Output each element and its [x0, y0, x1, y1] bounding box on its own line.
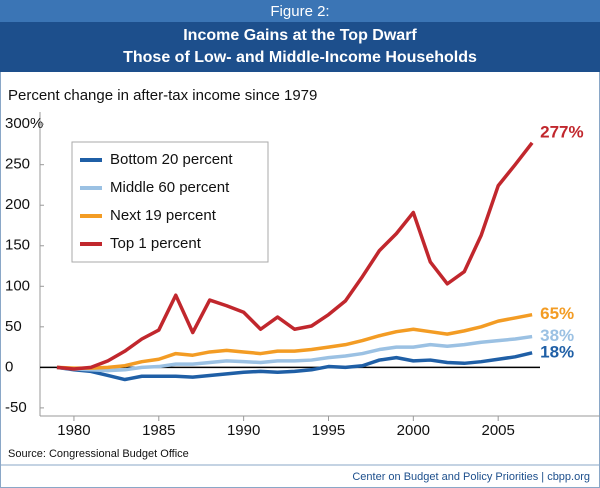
series-line: [56, 351, 533, 382]
y-axis-title: Percent change in after-tax income since…: [8, 87, 317, 104]
y-tick-label: 200: [5, 196, 30, 213]
x-tick-label: 2000: [397, 422, 430, 439]
title-band: [0, 22, 600, 72]
source: Source: Congressional Budget Office: [8, 448, 189, 460]
y-tick-label: -50: [5, 399, 27, 416]
series-line: [56, 334, 533, 373]
y-tick-label: 100: [5, 277, 30, 294]
series-line: [56, 312, 533, 370]
x-tick-label: 1995: [312, 422, 345, 439]
footer: Center on Budget and Policy Priorities |…: [352, 471, 590, 483]
y-tick-label: 250: [5, 156, 30, 173]
y-tick-label: 150: [5, 237, 30, 254]
figure-band: [0, 0, 600, 22]
y-tick-label: 300%: [5, 115, 43, 132]
figure-label: Figure 2:: [270, 3, 329, 20]
legend-label: Bottom 20 percent: [110, 151, 233, 168]
value-label: 38%: [540, 326, 574, 345]
series-line: [56, 141, 534, 371]
value-label: 65%: [540, 304, 574, 323]
x-tick-label: 1990: [227, 422, 260, 439]
legend-label: Top 1 percent: [110, 235, 202, 252]
x-tick-label: 1980: [57, 422, 90, 439]
chart-title: Those of Low- and Middle-Income Househol…: [123, 49, 477, 66]
x-tick-label: 2005: [481, 422, 514, 439]
value-label: 18%: [540, 342, 574, 361]
y-tick-label: 0: [5, 358, 13, 375]
value-label: 277%: [540, 122, 583, 141]
y-tick-label: 50: [5, 318, 22, 335]
legend-box: [71, 141, 269, 263]
chart-title: Income Gains at the Top Dwarf: [183, 27, 417, 44]
legend-label: Middle 60 percent: [110, 179, 230, 196]
legend-label: Next 19 percent: [110, 207, 217, 224]
x-tick-label: 1985: [142, 422, 175, 439]
